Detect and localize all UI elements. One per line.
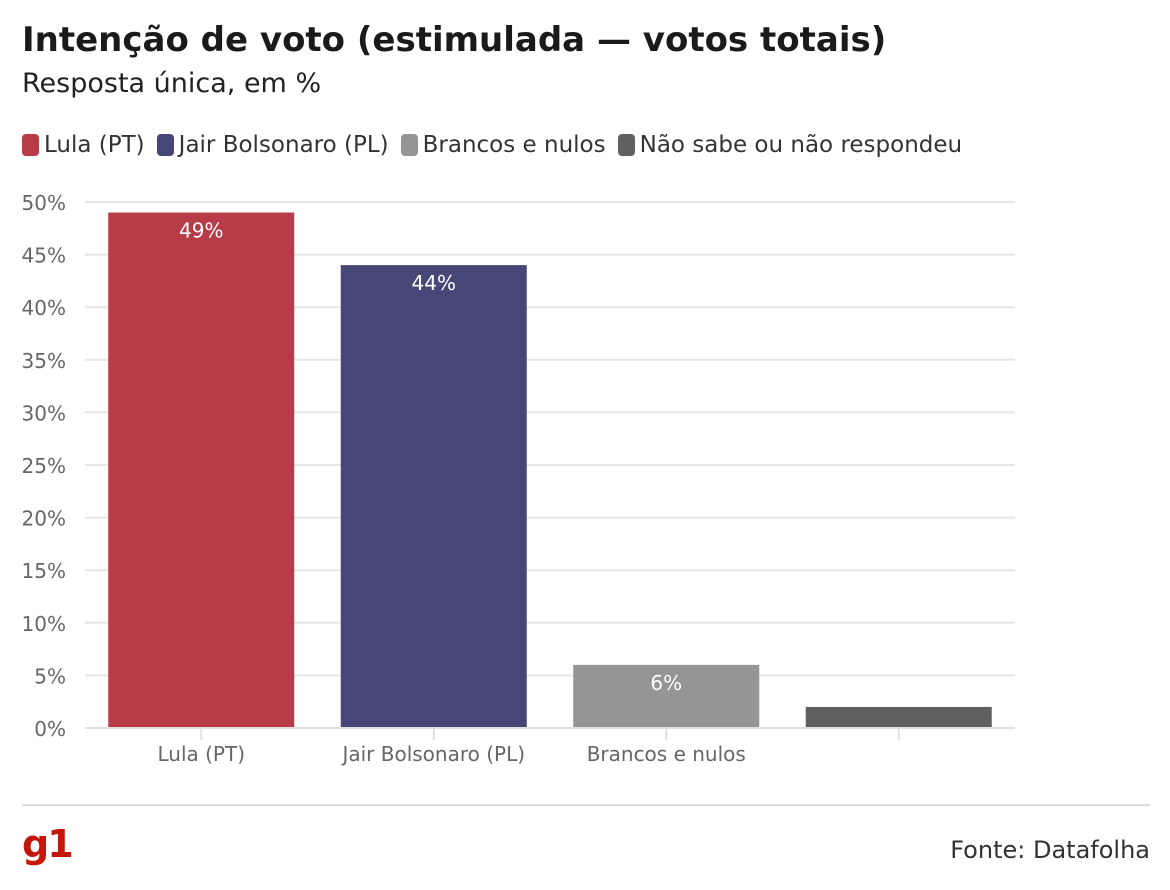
- legend-item-brancos: Brancos e nulos: [400, 132, 606, 158]
- legend-label-bolsonaro: Jair Bolsonaro (PL): [178, 132, 389, 158]
- data-label: 49%: [179, 219, 223, 243]
- legend-swatch-nao-sabe: [617, 134, 635, 156]
- footer-divider: [22, 804, 1150, 806]
- source-note: Fonte: Datafolha: [950, 836, 1150, 864]
- y-tick-label: 0%: [34, 717, 66, 741]
- data-label: 6%: [650, 671, 682, 695]
- legend-swatch-brancos: [400, 134, 418, 156]
- legend-item-nao-sabe: Não sabe ou não respondeu: [617, 132, 963, 158]
- y-tick-label: 45%: [22, 244, 66, 268]
- g1-logo: g1: [22, 822, 74, 866]
- x-tick-label: Lula (PT): [157, 742, 245, 766]
- x-tick-label: Jair Bolsonaro (PL): [340, 742, 525, 766]
- legend-swatch-bolsonaro: [156, 134, 174, 156]
- y-tick-label: 10%: [22, 612, 66, 636]
- bar: [805, 706, 992, 728]
- y-tick-label: 20%: [22, 507, 66, 531]
- legend-swatch-lula: [22, 134, 39, 156]
- chart-subtitle: Resposta única, em %: [22, 68, 322, 99]
- chart-title: Intenção de voto (estimulada — votos tot…: [22, 20, 887, 60]
- y-tick-label: 35%: [22, 349, 66, 373]
- y-tick-label: 15%: [22, 559, 66, 583]
- y-tick-label: 50%: [22, 191, 66, 215]
- legend-item-lula: Lula (PT): [22, 132, 145, 158]
- bar: [340, 265, 527, 728]
- y-tick-label: 25%: [22, 454, 66, 478]
- y-tick-label: 40%: [22, 296, 66, 320]
- x-tick-label: Brancos e nulos: [587, 742, 746, 766]
- legend-label-lula: Lula (PT): [44, 132, 145, 158]
- y-tick-label: 30%: [22, 401, 66, 425]
- legend-label-brancos: Brancos e nulos: [422, 132, 606, 158]
- legend: Lula (PT) Jair Bolsonaro (PL) Brancos e …: [22, 132, 974, 158]
- bar: [573, 664, 760, 728]
- legend-label-nao-sabe: Não sabe ou não respondeu: [639, 132, 963, 158]
- legend-item-bolsonaro: Jair Bolsonaro (PL): [156, 132, 389, 158]
- data-label: 44%: [412, 271, 456, 295]
- y-tick-label: 5%: [34, 664, 66, 688]
- bar-chart: 0% 5% 10% 15% 20% 25% 30% 35% 40% 45% 50% 49% Lula (…: [22, 191, 1015, 766]
- bar: [108, 212, 295, 728]
